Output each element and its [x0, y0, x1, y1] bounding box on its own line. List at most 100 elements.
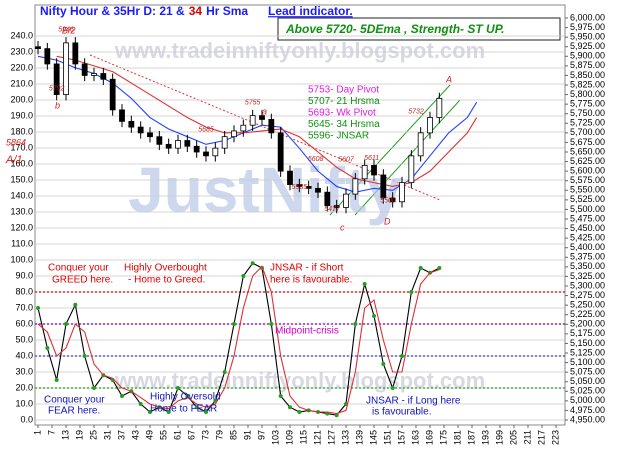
y2-tick-label: 5,925.00 [570, 41, 605, 51]
wave-label: B/2 [62, 25, 76, 35]
y2-tick-label: 5,875.00 [570, 60, 605, 70]
price-label: 5792 [49, 85, 65, 92]
x-tick-label: 181 [452, 430, 462, 445]
y2-tick-label: 5,175.00 [570, 328, 605, 338]
x-tick-label: 25 [88, 430, 98, 440]
y-tick-label: 0.0 [20, 414, 33, 424]
series-dot [362, 282, 367, 286]
y2-tick-label: 4,975.00 [570, 405, 605, 415]
price-label: 5946 [58, 27, 74, 34]
series-dot [278, 394, 283, 398]
y2-tick-label: 4,950.00 [570, 414, 605, 424]
y2-tick-label: 5,525.00 [570, 194, 605, 204]
y-tick-label: 210.0 [10, 78, 33, 88]
y-tick-label: 220.0 [10, 62, 33, 72]
channel-line [329, 84, 451, 216]
annotation: JNSAR - if Long here [366, 396, 461, 407]
candle-body [436, 98, 443, 118]
candle-body [128, 120, 135, 128]
x-tick-label: 7 [46, 430, 56, 435]
candle-body [408, 155, 415, 184]
x-tick-label: 91 [242, 430, 252, 440]
x-tick-label: 205 [508, 430, 518, 445]
y-tick-label: 40.0 [15, 350, 33, 360]
y2-tick-label: 5,625.00 [570, 156, 605, 166]
candle-body [212, 147, 219, 157]
y2-tick-label: 5,550.00 [570, 185, 605, 195]
candle-body [231, 130, 237, 138]
x-tick-label: 1 [32, 430, 42, 435]
candle-body [119, 109, 125, 122]
x-tick-label: 19 [74, 430, 84, 440]
series-dot [222, 370, 227, 374]
candle-body [315, 187, 321, 193]
y2-tick-label: 5,375.00 [570, 252, 605, 262]
candle-body [277, 132, 284, 172]
series-dot [409, 290, 414, 294]
x-tick-label: 151 [382, 430, 392, 445]
candle-body [100, 73, 107, 80]
y2-tick-label: 5,250.00 [570, 300, 605, 310]
y2-tick-label: 5,150.00 [570, 338, 605, 348]
annotation: Highly Overbought [124, 263, 207, 274]
y-tick-label: 70.0 [15, 302, 33, 312]
annotation: is favourable. [372, 407, 431, 418]
y-tick-label: 240.0 [10, 30, 33, 40]
candle-body [333, 205, 340, 208]
x-tick-label: 79 [214, 430, 224, 440]
y-tick-label: 110.0 [11, 238, 33, 248]
series-dot [120, 394, 124, 398]
wave-label: 5864 [6, 137, 26, 147]
series-dot [381, 362, 386, 366]
watermark: www.tradeinniftyonly.blogspot.com [114, 368, 485, 393]
series-dot [204, 410, 208, 414]
y2-tick-label: 5,125.00 [570, 347, 605, 357]
series-dot [334, 413, 339, 418]
candle-body [165, 143, 172, 149]
y-tick-label: 120.0 [10, 222, 33, 232]
x-tick-label: 211 [522, 430, 532, 444]
chart-title: Nifty Hour & 35Hr D: 21 & 34 Hr Sma [40, 4, 248, 18]
x-tick-label: 145 [368, 430, 378, 445]
trend-line [89, 54, 441, 201]
y-tick-label: 60.0 [15, 318, 33, 328]
series-dot [418, 266, 423, 270]
y2-tick-label: 5,850.00 [570, 70, 605, 80]
candle-body [361, 164, 368, 180]
y-tick-label: 30.0 [15, 366, 33, 376]
y-tick-label: 150.0 [10, 174, 33, 184]
y2-tick-label: 5,350.00 [570, 261, 605, 271]
x-tick-label: 139 [354, 430, 364, 445]
candle-body [268, 119, 275, 134]
wave-label: a [262, 106, 267, 116]
candle-body [389, 197, 396, 203]
title-part: Nifty Hour & 35Hr D: 21 & [40, 4, 185, 18]
series-line [37, 265, 440, 415]
y2-tick-label: 5,575.00 [570, 175, 605, 185]
candle-body [287, 170, 293, 185]
x-tick-label: 217 [536, 430, 546, 445]
x-tick-label: 163 [410, 430, 420, 445]
y2-tick-label: 5,200.00 [570, 319, 605, 329]
y2-tick-label: 5,475.00 [570, 213, 605, 223]
series-dot [92, 386, 96, 390]
annotation: Conquer your [48, 263, 109, 274]
y2-tick-label: 5,675.00 [570, 137, 605, 147]
wave-label: D [384, 216, 391, 226]
pivot-label: 5645- 34 Hrsma [308, 119, 380, 130]
candle-body [203, 151, 209, 157]
y2-tick-label: 5,450.00 [570, 223, 605, 233]
series-dot [390, 386, 395, 390]
y2-tick-label: 5,225.00 [570, 309, 605, 319]
candle-body [137, 126, 144, 134]
candle-body [427, 117, 433, 134]
wave-label: b [55, 100, 60, 110]
y-tick-label: 80.0 [15, 286, 33, 296]
watermark: JustNifty [128, 154, 402, 226]
annotation: JNSAR - if Short [270, 263, 344, 274]
y2-tick-label: 5,325.00 [570, 271, 605, 281]
y2-tick-label: 5,650.00 [570, 146, 605, 156]
y2-tick-label: 5,775.00 [570, 99, 605, 109]
